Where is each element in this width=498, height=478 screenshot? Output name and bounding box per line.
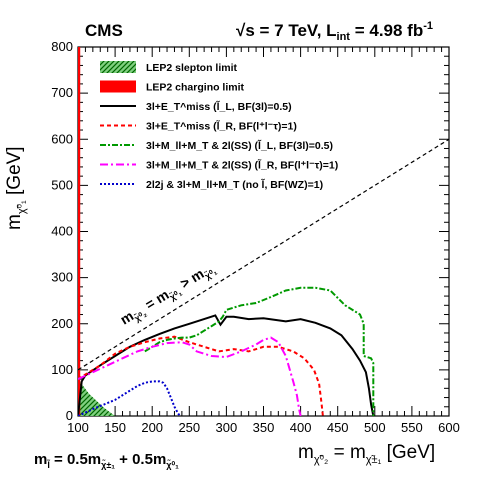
kinematic-diagonal-line bbox=[78, 138, 449, 371]
legend-label: 3l+E_T^miss (l̃_R, BF(l⁺l⁻τ)=1) bbox=[146, 120, 297, 133]
limit-curve-1 bbox=[78, 314, 375, 416]
legend-label: 3l+M_ll+M_T & 2l(SS) (l̃_L, BF(3l)=0.5) bbox=[146, 139, 333, 152]
y-tick-label: 800 bbox=[51, 39, 73, 54]
x-tick-label: 200 bbox=[141, 420, 163, 435]
y-tick-label: 300 bbox=[51, 270, 73, 285]
legend-label: 3l+E_T^miss (l̃_L, BF(3l)=0.5) bbox=[146, 100, 292, 113]
x-axis-label: mχ̃⁰₂ = mχ̃±₁ [GeV] bbox=[298, 442, 435, 466]
x-tick-label: 300 bbox=[216, 420, 238, 435]
legend-label: 3l+M_ll+M_T & 2l(SS) (l̃_R, BF(l⁺l⁻τ)=1) bbox=[146, 159, 338, 172]
x-tick-label: 450 bbox=[327, 420, 349, 435]
x-tick-label: 400 bbox=[290, 420, 312, 435]
x-tick-label: 150 bbox=[104, 420, 126, 435]
x-tick-label: 550 bbox=[401, 420, 423, 435]
x-tick-label: 100 bbox=[67, 420, 89, 435]
legend-swatch-hatch bbox=[100, 61, 136, 73]
plot-area bbox=[77, 46, 450, 417]
legend-label: LEP2 chargino limit bbox=[146, 82, 245, 94]
y-tick-label: 0 bbox=[66, 408, 73, 423]
x-tick-label: 600 bbox=[438, 420, 460, 435]
limit-curve-3 bbox=[144, 286, 375, 416]
experiment-label: CMS bbox=[85, 21, 123, 40]
y-tick-label: 200 bbox=[51, 316, 73, 331]
legend-label: 2l2j & 3l+M_ll+M_T (no l̃, BF(WZ)=1) bbox=[146, 178, 323, 191]
y-tick-label: 400 bbox=[51, 224, 73, 239]
energy-lumi-label: √s = 7 TeV, Lint = 4.98 fb-1 bbox=[236, 20, 433, 43]
y-tick-label: 100 bbox=[51, 362, 73, 377]
legend-label: LEP2 slepton limit bbox=[146, 62, 238, 74]
y-axis-label: mχ̃⁰₁ [GeV] bbox=[4, 146, 28, 230]
x-tick-label: 500 bbox=[364, 420, 386, 435]
legend: LEP2 slepton limit LEP2 chargino limit 3l+… bbox=[100, 61, 338, 191]
mass-relation-formula: ml̃ = 0.5mχ̃±₁ + 0.5mχ̃⁰₁ bbox=[34, 451, 179, 470]
limit-curve-2 bbox=[78, 335, 324, 416]
y-tick-label: 600 bbox=[51, 131, 73, 146]
lep2-chargino-band bbox=[78, 47, 81, 416]
limit-curve-4 bbox=[78, 336, 302, 416]
x-tick-label: 350 bbox=[253, 420, 275, 435]
y-tick-label: 700 bbox=[51, 85, 73, 100]
legend-swatch-fill bbox=[100, 80, 136, 93]
lep2-slepton-region bbox=[78, 379, 116, 416]
x-tick-label: 250 bbox=[178, 420, 200, 435]
y-tick-label: 500 bbox=[51, 177, 73, 192]
